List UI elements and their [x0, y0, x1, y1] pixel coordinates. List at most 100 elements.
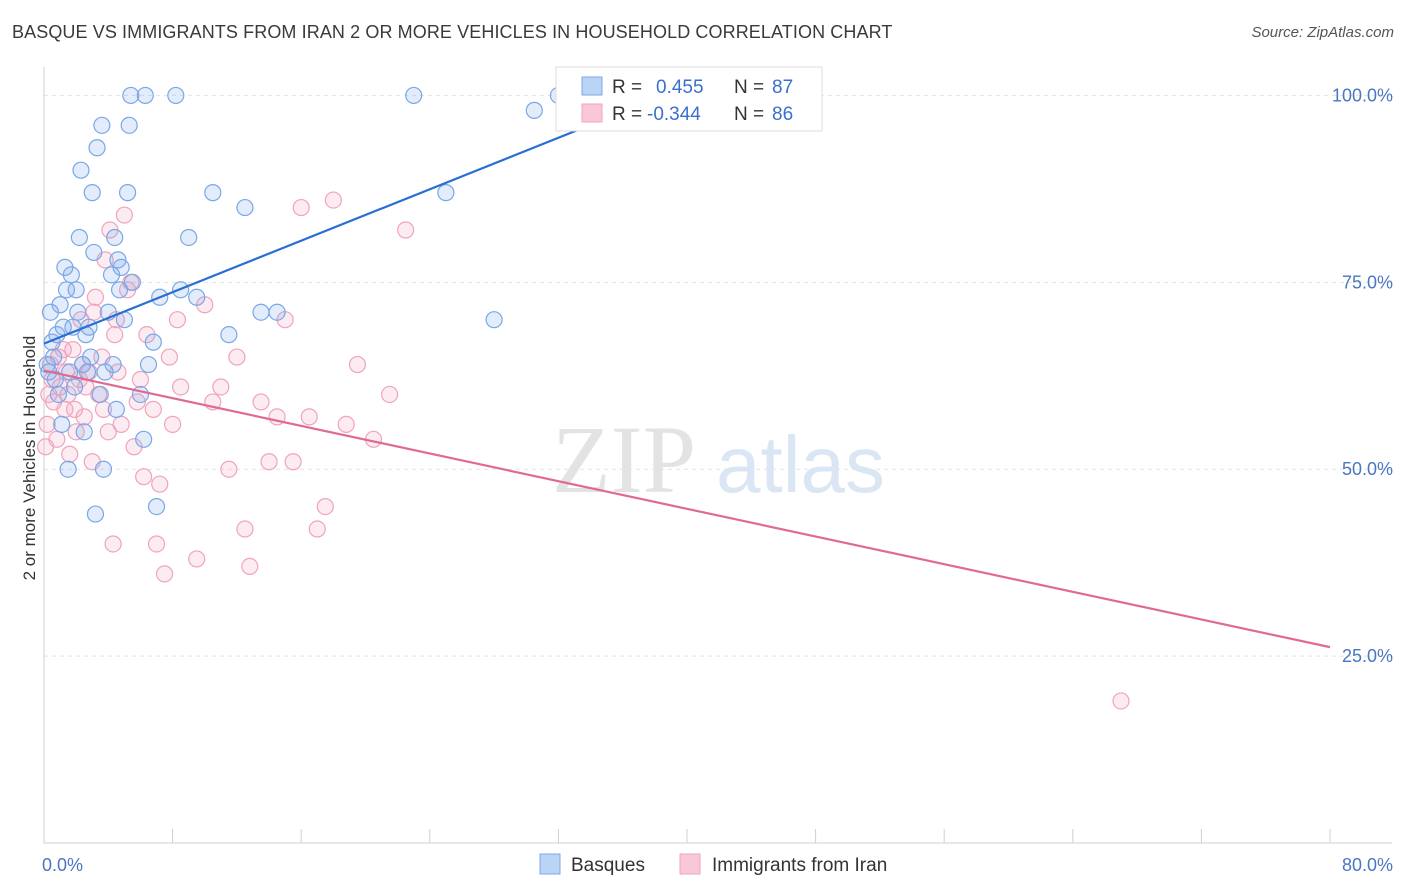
iran-trend-line [43, 369, 1331, 649]
axes: 25.0% 50.0% 75.0% 100.0% 0.0% 80.0% [42, 67, 1393, 875]
basques-point-47 [122, 86, 140, 105]
y-tick-label-0: 25.0% [1342, 646, 1393, 666]
basques-point-27 [82, 348, 100, 366]
iran-point-36 [112, 415, 130, 433]
trend-lines [43, 98, 1331, 649]
iran-point-65 [284, 453, 302, 471]
iran-point-49 [160, 348, 178, 366]
iran-point-53 [188, 550, 206, 568]
iran-point-25 [86, 288, 105, 306]
iran-point-76 [1112, 692, 1130, 710]
iran-point-69 [316, 497, 334, 516]
chart-title: BASQUE VS IMMIGRANTS FROM IRAN 2 OR MORE… [12, 22, 893, 42]
iran-point-68 [308, 520, 326, 538]
iran-point-37 [115, 206, 133, 224]
basques-point-19 [69, 303, 87, 321]
iran-point-75 [397, 221, 415, 239]
basques-point-38 [104, 355, 122, 374]
y-tick-label-3: 100.0% [1332, 85, 1393, 105]
iran-point-47 [151, 475, 169, 493]
basques-point-59 [188, 288, 206, 306]
series-legend: Basques Immigrants from Iran [539, 853, 887, 876]
iran-point-42 [131, 370, 150, 389]
basques-point-17 [65, 378, 84, 396]
legend-n-value-1: 87 [772, 77, 793, 98]
basques-point-28 [83, 184, 101, 202]
bottom-legend-label-basques: Basques [571, 855, 645, 876]
iran-point-67 [300, 408, 318, 426]
iran-point-58 [228, 348, 246, 366]
basques-point-67 [485, 311, 503, 329]
watermark-atlas: atlas [716, 420, 885, 509]
bottom-legend-swatch-iran [679, 853, 701, 875]
basques-point-61 [220, 326, 238, 344]
basques-point-13 [59, 460, 77, 478]
basques-point-60 [204, 184, 222, 202]
iran-point-13 [61, 445, 79, 463]
legend-n-value-2: 86 [772, 104, 793, 125]
basques-point-50 [135, 430, 153, 448]
iran-point-43 [135, 468, 153, 486]
legend-r-value-1: 0.455 [656, 77, 704, 98]
basques-point-48 [123, 273, 142, 291]
basques-point-15 [62, 266, 80, 284]
iran-point-62 [260, 453, 278, 471]
basques-point-30 [86, 505, 105, 523]
watermark: ZIP atlas [552, 406, 885, 513]
basques-point-23 [75, 423, 93, 441]
bottom-legend-label-iran: Immigrants from Iran [712, 855, 887, 876]
iran-point-70 [324, 191, 342, 209]
basques-point-63 [252, 303, 270, 321]
basques-point-45 [118, 184, 137, 202]
iran-point-72 [348, 355, 367, 374]
basques-point-8 [51, 296, 69, 314]
iran-point-1 [38, 415, 56, 433]
basques-point-43 [112, 258, 130, 276]
basques-point-18 [67, 281, 85, 299]
basques-point-31 [88, 139, 106, 157]
iran-point-51 [168, 311, 187, 329]
basques-point-20 [70, 228, 88, 247]
bottom-legend-swatch-basques [539, 853, 561, 875]
basques-point-52 [139, 355, 158, 374]
basques-point-39 [106, 228, 124, 247]
basques-point-46 [120, 116, 138, 134]
basques-point-4 [45, 348, 63, 366]
iran-point-71 [337, 415, 355, 433]
y-axis-label: 2 or more Vehicles in Household [20, 336, 39, 581]
iran-point-59 [236, 520, 254, 538]
basques-point-62 [236, 198, 254, 217]
basques-point-68 [525, 101, 543, 119]
basques-point-66 [437, 184, 455, 202]
iran-point-6 [48, 430, 66, 448]
iran-point-74 [381, 385, 399, 404]
series-basques-points [38, 86, 568, 523]
basques-point-32 [91, 385, 109, 404]
stats-legend: R = 0.455 N = 87 R = -0.344 N = 86 [555, 66, 823, 132]
basques-point-42 [110, 281, 129, 299]
iran-point-52 [172, 378, 190, 396]
basques-point-58 [180, 228, 198, 247]
legend-r-label-1: R = [612, 77, 642, 98]
y-tick-label-2: 75.0% [1342, 272, 1393, 292]
basques-point-7 [49, 385, 68, 404]
iran-point-57 [220, 460, 238, 478]
legend-swatch-pink [581, 103, 603, 123]
chart-source: Source: ZipAtlas.com [1251, 24, 1394, 41]
iran-point-45 [144, 400, 162, 419]
basques-point-34 [94, 460, 113, 478]
basques-point-49 [131, 385, 150, 404]
iran-point-30 [99, 423, 117, 441]
legend-swatch-blue [581, 76, 603, 96]
basques-point-21 [72, 161, 90, 179]
iran-point-24 [85, 303, 103, 321]
basques-point-29 [85, 243, 103, 262]
basques-trend-line [43, 98, 656, 345]
iran-point-33 [106, 326, 124, 344]
basques-point-64 [268, 303, 286, 321]
basques-point-53 [144, 333, 162, 351]
basques-point-65 [405, 86, 423, 105]
legend-r-value-2: -0.344 [647, 104, 701, 125]
x-tick-label-1: 80.0% [1342, 855, 1393, 875]
iran-point-14 [64, 341, 82, 359]
